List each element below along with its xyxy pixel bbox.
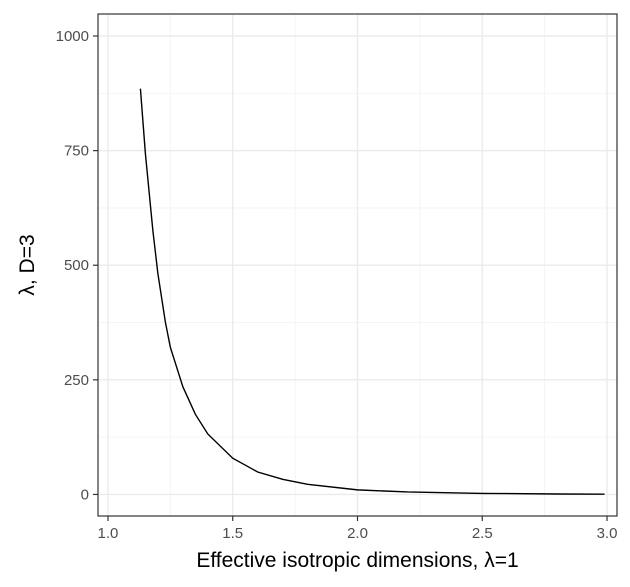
series-line (139, 88, 605, 495)
y-tick-label: 1000 (56, 28, 89, 45)
x-tick-label: 2.0 (347, 525, 368, 542)
y-tick-label: 500 (64, 257, 89, 274)
y-tick-label: 250 (64, 372, 89, 389)
x-tick-label: 1.0 (98, 525, 119, 542)
y-axis-title: λ, D=3 (16, 234, 39, 295)
y-tick-label: 0 (81, 486, 89, 503)
x-tick-label: 1.5 (222, 525, 243, 542)
y-tick-label: 750 (64, 143, 89, 160)
x-tick-label: 2.5 (472, 525, 493, 542)
x-axis-title: Effective isotropic dimensions, λ=1 (196, 549, 518, 572)
axes: 1.0 1.5 2.0 2.5 3.0 0 250 500 750 1000 (56, 28, 618, 542)
x-tick-label: 3.0 (597, 525, 618, 542)
grid (98, 14, 617, 516)
plot-area (139, 88, 605, 495)
